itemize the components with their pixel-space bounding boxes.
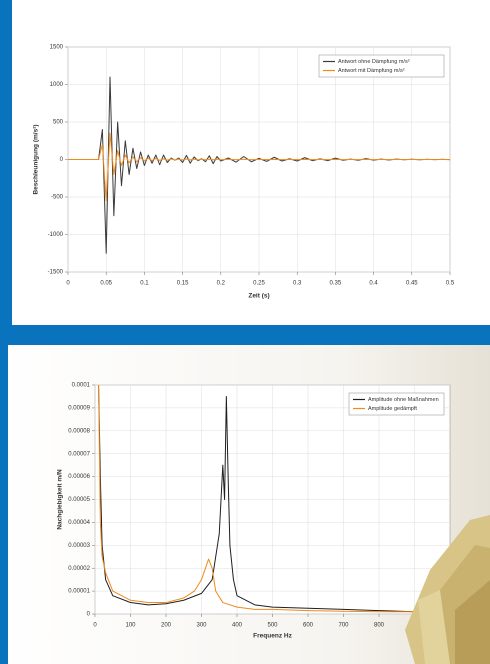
y-tick-label: 0.00009 [68, 405, 90, 411]
x-tick-label: 800 [374, 623, 385, 629]
x-tick-label: 0.5 [446, 281, 455, 287]
y-tick-label: 0.00006 [68, 474, 90, 480]
x-tick-label: 400 [232, 623, 243, 629]
x-tick-label: 0.25 [253, 281, 265, 287]
chart: 0 0.00001 0.00002 0.00003 0.00004 0.00005 0.00… [57, 383, 451, 640]
y-tick-label: 1000 [50, 82, 64, 88]
series-line [98, 384, 450, 613]
chart: -1500 -1000 -500 0 500 1000 1500 0 0.05 0.1 0.15 0.… [33, 45, 455, 300]
x-tick-label: 300 [196, 623, 207, 629]
legend-box [318, 54, 445, 78]
x-tick-label: 0 [93, 623, 97, 629]
divider-band [0, 325, 490, 345]
y-tick-label: 0.00003 [68, 543, 90, 549]
side-bar [0, 345, 8, 664]
x-tick-label: 0.1 [140, 281, 149, 287]
y-tick-label: 0 [87, 612, 91, 618]
y-tick-label: 0.0001 [72, 383, 91, 389]
x-tick-label: 0.45 [406, 281, 418, 287]
y-tick-label: -500 [51, 195, 64, 201]
legend-box [348, 392, 445, 416]
x-axis-label: Zeit (s) [248, 293, 269, 300]
y-tick-label: 0.00007 [68, 451, 90, 457]
series-line [68, 132, 451, 202]
x-tick-label: 600 [303, 623, 314, 629]
legend-label: Amplitude ohne Maßnahmen [368, 397, 439, 403]
x-tick-label: 0.15 [177, 281, 189, 287]
y-tick-label: 500 [53, 120, 64, 126]
legend-label: Amplitude gedämpft [368, 406, 417, 412]
legend-label: Antwort ohne Dämpfung m/s² [338, 59, 410, 65]
x-tick-label: 0 [66, 281, 70, 287]
y-tick-label: 0.00008 [68, 428, 90, 434]
decor-shape [405, 515, 490, 664]
y-axis-label: Nachgiebigkeit m/N [57, 469, 64, 530]
legend-label: Antwort mit Dämpfung m/s² [338, 68, 405, 74]
y-tick-label: 0.00005 [68, 497, 90, 503]
x-tick-label: 0.4 [369, 281, 378, 287]
y-tick-label: 0 [60, 157, 64, 163]
side-bar [0, 0, 12, 325]
x-tick-label: 700 [338, 623, 349, 629]
x-tick-label: 200 [161, 623, 172, 629]
x-tick-label: 100 [125, 623, 136, 629]
y-tick-label: 0.00002 [68, 566, 90, 572]
y-tick-label: -1000 [48, 232, 64, 238]
x-axis-label: Frequenz Hz [253, 633, 292, 640]
x-tick-label: 0.2 [217, 281, 226, 287]
series-line [98, 384, 450, 613]
x-tick-label: 0.35 [330, 281, 342, 287]
x-tick-label: 500 [267, 623, 278, 629]
y-tick-label: -1500 [48, 270, 64, 276]
y-axis-label: Beschleunigung (m/s²) [33, 124, 40, 194]
y-tick-label: 0.00001 [68, 589, 90, 595]
y-tick-label: 1500 [50, 45, 64, 51]
y-tick-label: 0.00004 [68, 520, 90, 526]
x-tick-label: 0.05 [100, 281, 112, 287]
x-tick-label: 0.3 [293, 281, 302, 287]
